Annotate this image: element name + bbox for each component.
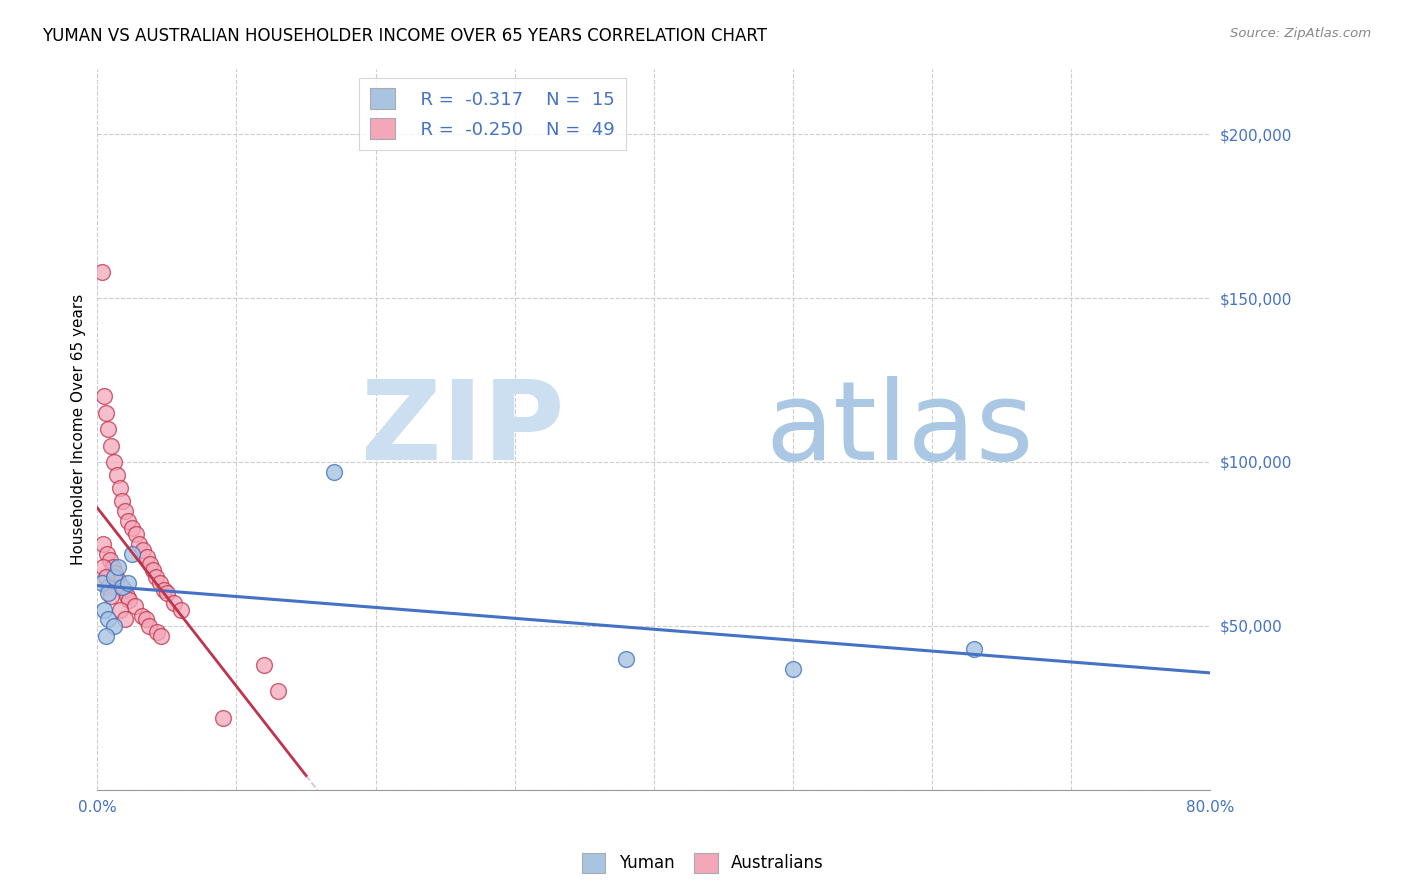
Point	[150, 629, 173, 643]
Point	[136, 549, 159, 564]
Point	[90, 576, 112, 591]
Point	[128, 537, 150, 551]
Point	[104, 566, 127, 581]
Point	[124, 599, 146, 614]
Point	[100, 590, 122, 604]
Point	[118, 592, 141, 607]
Point	[111, 494, 134, 508]
Point	[267, 684, 290, 698]
Y-axis label: Householder Income Over 65 years: Householder Income Over 65 years	[72, 293, 86, 565]
Point	[125, 527, 148, 541]
Text: atlas: atlas	[765, 376, 1033, 483]
Point	[117, 514, 139, 528]
Point	[614, 651, 637, 665]
Point	[108, 481, 131, 495]
Point	[93, 602, 115, 616]
Point	[111, 580, 134, 594]
Point	[163, 596, 186, 610]
Point	[93, 389, 115, 403]
Point	[121, 520, 143, 534]
Point	[149, 576, 172, 591]
Point	[114, 504, 136, 518]
Point	[96, 547, 118, 561]
Point	[94, 570, 117, 584]
Point	[97, 586, 120, 600]
Point	[100, 439, 122, 453]
Point	[91, 560, 114, 574]
Point	[90, 265, 112, 279]
Point	[121, 547, 143, 561]
Point	[963, 641, 986, 656]
Point	[117, 576, 139, 591]
Point	[103, 455, 125, 469]
Point	[110, 580, 132, 594]
Text: Source: ZipAtlas.com: Source: ZipAtlas.com	[1230, 27, 1371, 40]
Point	[101, 560, 124, 574]
Point	[253, 658, 276, 673]
Point	[115, 590, 138, 604]
Point	[91, 537, 114, 551]
Point	[145, 570, 167, 584]
Point	[131, 609, 153, 624]
Point	[156, 586, 179, 600]
Legend:   R =  -0.317    N =  15,   R =  -0.250    N =  49: R = -0.317 N = 15, R = -0.250 N = 49	[359, 78, 626, 150]
Point	[107, 560, 129, 574]
Text: YUMAN VS AUSTRALIAN HOUSEHOLDER INCOME OVER 65 YEARS CORRELATION CHART: YUMAN VS AUSTRALIAN HOUSEHOLDER INCOME O…	[42, 27, 768, 45]
Point	[112, 582, 135, 597]
Point	[142, 563, 165, 577]
Point	[97, 422, 120, 436]
Point	[108, 602, 131, 616]
Point	[114, 612, 136, 626]
Point	[103, 570, 125, 584]
Text: ZIP: ZIP	[361, 376, 565, 483]
Point	[97, 580, 120, 594]
Point	[105, 468, 128, 483]
Point	[94, 406, 117, 420]
Point	[135, 612, 157, 626]
Point	[139, 557, 162, 571]
Point	[103, 619, 125, 633]
Point	[322, 465, 344, 479]
Point	[138, 619, 160, 633]
Legend: Yuman, Australians: Yuman, Australians	[575, 847, 831, 880]
Point	[98, 553, 121, 567]
Point	[211, 711, 233, 725]
Point	[94, 629, 117, 643]
Point	[170, 602, 193, 616]
Point	[146, 625, 169, 640]
Point	[107, 573, 129, 587]
Point	[153, 582, 176, 597]
Point	[782, 661, 804, 675]
Point	[132, 543, 155, 558]
Point	[97, 612, 120, 626]
